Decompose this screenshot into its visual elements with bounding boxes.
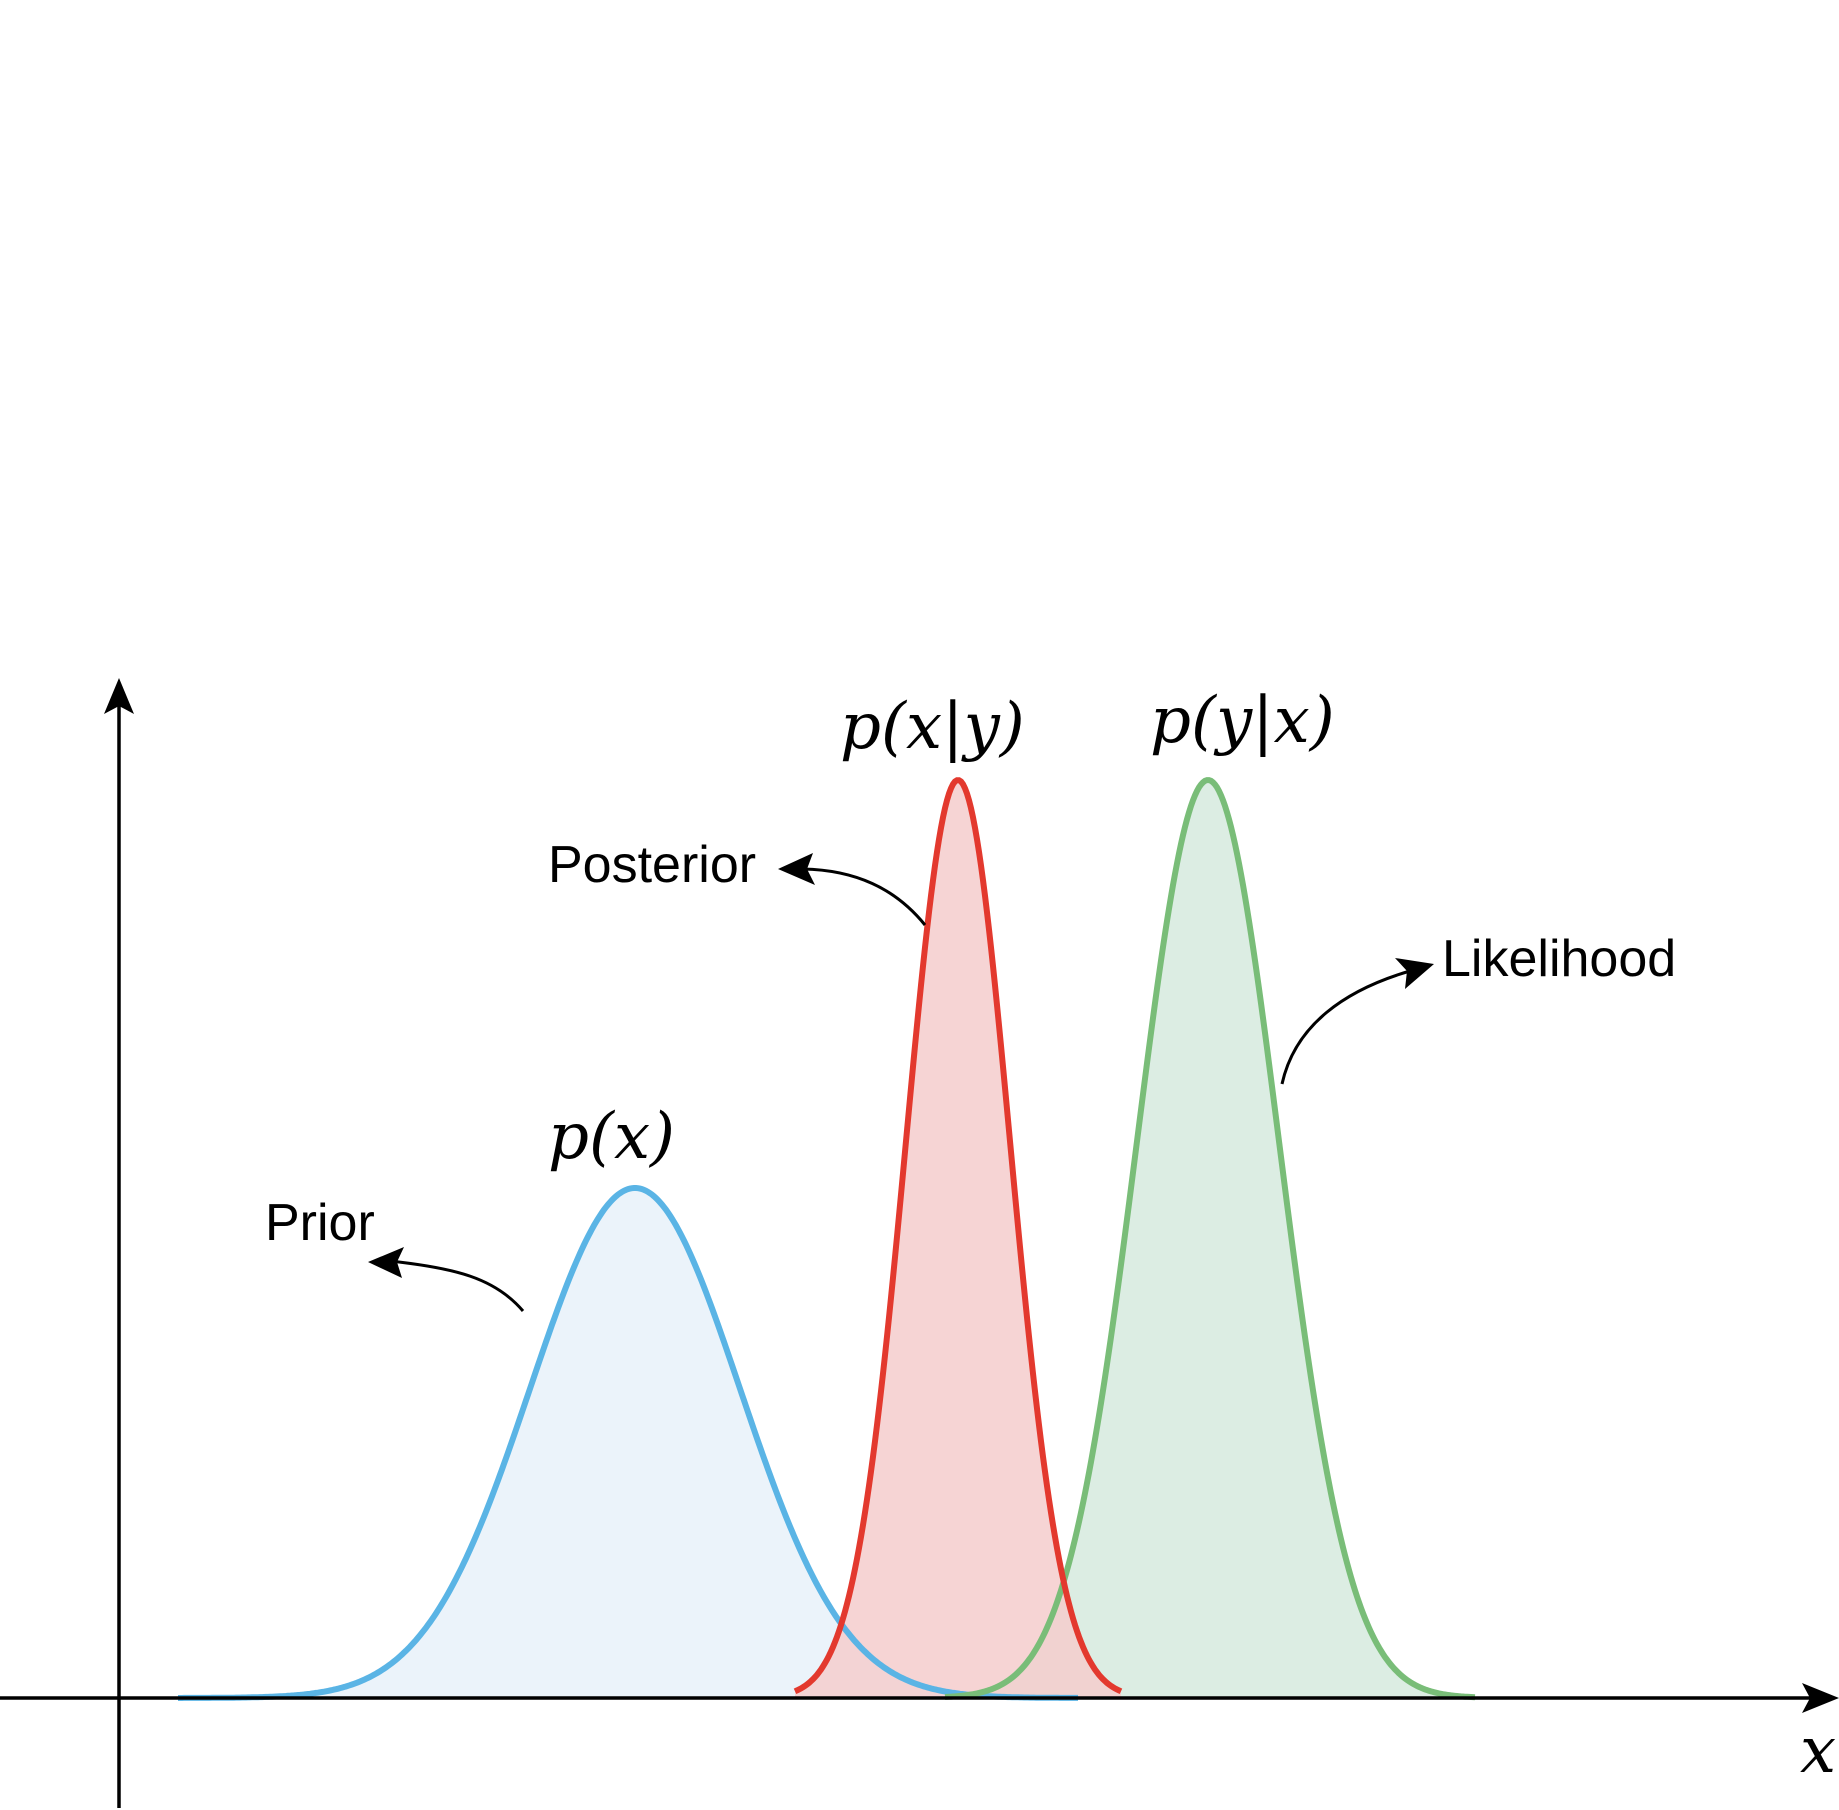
prior-formula: p(x) — [548, 1100, 675, 1174]
posterior-fill — [795, 780, 1121, 1698]
prior-callout-arrowhead — [368, 1247, 404, 1278]
prior-callout-arrow — [389, 1259, 525, 1312]
likelihood-formula: p(y|x) — [1150, 684, 1335, 758]
posterior-curve — [793, 777, 1123, 1695]
posterior-callout-arrowhead — [778, 853, 815, 885]
axes: x — [0, 678, 1839, 1808]
posterior-callout-arrow — [802, 867, 927, 926]
callouts — [368, 853, 1434, 1312]
posterior-formula: p(x|y) — [840, 690, 1025, 764]
y-axis-arrowhead — [104, 678, 134, 714]
likelihood-curve — [944, 777, 1476, 1701]
distribution-curves — [178, 777, 1476, 1701]
prior-label: Prior — [265, 1194, 375, 1252]
likelihood-callout-arrowhead — [1395, 958, 1434, 989]
distribution-fills — [178, 780, 1475, 1698]
likelihood-label: Likelihood — [1442, 930, 1676, 988]
likelihood-callout-arrow — [1280, 969, 1411, 1085]
prior-fill — [178, 1188, 1078, 1698]
posterior-label: Posterior — [548, 836, 756, 894]
likelihood-fill — [945, 780, 1475, 1698]
x-axis-label: x — [1800, 1714, 1836, 1788]
x-axis-arrowhead — [1802, 1683, 1839, 1713]
prior-curve — [178, 1185, 1078, 1701]
